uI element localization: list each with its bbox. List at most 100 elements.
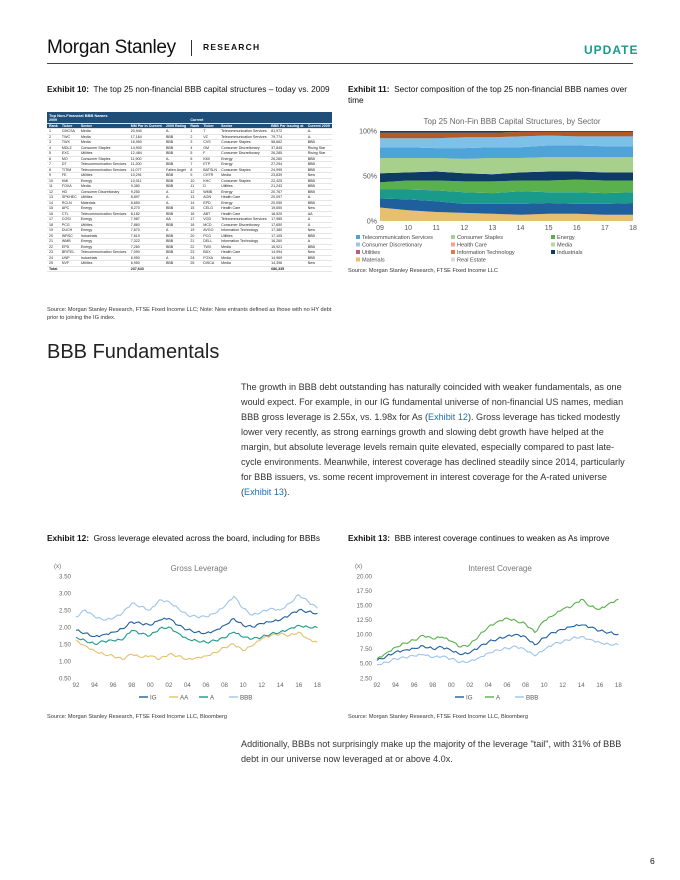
table-cell: KMI <box>201 156 220 162</box>
table-cell: Media <box>219 172 270 179</box>
table-cell: 24 <box>188 255 202 261</box>
table-cell: Telecommunication Services <box>78 161 129 168</box>
table-cell: ETP <box>201 161 220 168</box>
table-cell: Energy <box>78 244 129 250</box>
table-cell: 7,670 <box>128 227 164 234</box>
table-cell: 7,987 <box>128 216 164 223</box>
x-tick-label: 02 <box>165 682 172 689</box>
table-row: 3 TWX Media 16,950 BBB 3 CVS Consumer Staples 58… <box>47 139 332 146</box>
area-series-9 <box>380 131 633 133</box>
table-cell: 7,322 <box>128 238 164 245</box>
table-cell: Information Technology <box>219 227 270 234</box>
table-cell: MDLZ <box>59 145 79 151</box>
table-cell: BBB <box>164 233 189 239</box>
legend-swatch <box>356 257 360 262</box>
x-tick-label: 92 <box>374 682 381 689</box>
table-cell: APC <box>59 205 79 212</box>
table-cell: Consumer Discretionary <box>219 145 270 151</box>
y-tick-label: 0.50 <box>59 675 72 682</box>
table-cell: TWX <box>201 244 220 250</box>
x-tick-label: 16 <box>573 225 581 232</box>
x-tick-label: 06 <box>203 682 210 689</box>
table-cell: 7,090 <box>128 249 164 256</box>
legend-swatch <box>356 235 360 239</box>
table-cell: PCG <box>59 222 79 228</box>
table-cell: 15 <box>188 205 202 212</box>
table-row: 23 BRITEL Telecommunication Services 7,090 B… <box>47 249 332 256</box>
y-tick-label: 0% <box>367 219 377 226</box>
table-group-header: 2009 Current <box>47 118 332 124</box>
table-cell: DT <box>59 161 79 168</box>
table-cell: A- <box>164 194 189 201</box>
table-cell: WMB <box>59 238 79 245</box>
table-cell: AA <box>164 216 189 223</box>
table-cell: BBB <box>305 139 332 146</box>
table-cell: BRITEL <box>59 249 79 256</box>
table-cell: BBB <box>305 233 332 239</box>
x-tick-label: 14 <box>277 682 284 689</box>
exhibit-10-table: Top Non-Financial BBB Names 2009 Current… <box>47 112 332 308</box>
y-tick-label: 7.50 <box>360 646 373 653</box>
table-cell: Materials <box>78 200 129 206</box>
table-cell: A- <box>164 156 189 162</box>
table-cell: EPD <box>201 200 220 206</box>
x-tick-label: 96 <box>110 682 117 689</box>
table-cell: T <box>201 128 220 135</box>
table-cell: Utilities <box>219 183 270 190</box>
table-row: 24 UNP Industrials 6,950 A 24 FOXA Media 14,969 B… <box>47 255 332 261</box>
exhibit-12-link[interactable]: Exhibit 12 <box>428 412 468 422</box>
table-col-header: Rank <box>47 123 60 129</box>
x-tick-label: 10 <box>541 682 548 689</box>
header-rule <box>47 63 633 64</box>
table-cell: 81,972 <box>269 128 306 135</box>
table-cell: 13 <box>47 194 60 201</box>
area-series-2 <box>380 189 633 204</box>
table-cell: WMB <box>201 189 220 195</box>
table-cell: 26,260 <box>269 156 306 162</box>
table-cell: 16,260 <box>269 238 306 245</box>
table-cell: 23 <box>188 249 202 256</box>
table-cell: 3 <box>47 139 60 146</box>
table-cell: AVGO <box>201 227 220 234</box>
table-cell: BBB <box>305 255 332 261</box>
table-cell: 18 <box>47 222 60 228</box>
area-series-1 <box>380 198 633 215</box>
col-group-current: Current <box>188 118 332 124</box>
table-cell: Telecommunication Services <box>219 134 270 140</box>
exhibit-13-link[interactable]: Exhibit 13 <box>244 487 284 497</box>
y-tick-label: 2.50 <box>360 675 373 682</box>
table-cell: 8 <box>47 167 60 173</box>
table-total-cell: 237,643 <box>128 266 164 272</box>
table-cell: BBB <box>164 161 189 168</box>
table-cell: New <box>305 227 332 234</box>
exhibit-11-caption: Exhibit 11: Sector composition of the to… <box>348 84 638 106</box>
table-cell: 17 <box>47 216 60 223</box>
legend-label: Media <box>557 243 573 249</box>
table-cell: CHTR <box>201 172 220 179</box>
table-cell: CMCSA <box>59 128 79 135</box>
x-tick-label: 17 <box>601 225 609 232</box>
table-cell: GM <box>201 145 220 151</box>
table-cell: 20 <box>188 233 202 239</box>
table-cell: Rising Star <box>305 145 332 151</box>
table-cell: 13 <box>188 194 202 201</box>
y-tick-label: 3.50 <box>59 573 72 580</box>
table-cell: 9 <box>188 172 202 179</box>
table-col-header: Current 2009 <box>305 123 332 129</box>
table-row: 2 TWC Media 17,164 BBB 2 VZ Telecommunication S… <box>47 134 332 140</box>
table-cell: 11,900 <box>128 156 164 162</box>
y-tick-label: 100% <box>359 129 377 136</box>
table-cell: DISCA <box>201 260 220 267</box>
table-total-cell: Total <box>47 266 60 272</box>
table-cell: 2 <box>188 134 202 140</box>
table-cell: Utilities <box>78 194 129 201</box>
table-cell: 14,969 <box>269 255 306 261</box>
table-col-header: Rank <box>188 123 202 129</box>
section-heading: BBB Fundamentals <box>47 341 220 363</box>
table-cell: Consumer Discretionary <box>219 222 270 228</box>
line-series-a <box>376 598 619 660</box>
table-cell: BBB <box>164 205 189 212</box>
table-cell: BATSLN <box>201 167 220 173</box>
table-cell: EPD <box>59 244 79 250</box>
table-cell: 1 <box>188 128 202 135</box>
